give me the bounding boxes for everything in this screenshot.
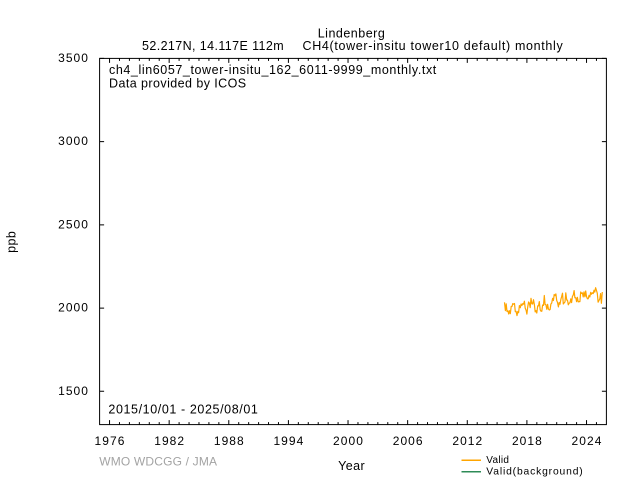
svg-text:ch4_lin6057_tower-insitu_162_6: ch4_lin6057_tower-insitu_162_6011-9999_m… — [109, 63, 437, 77]
svg-text:3500: 3500 — [58, 51, 89, 65]
svg-text:Year: Year — [338, 459, 365, 473]
svg-text:3000: 3000 — [58, 134, 89, 148]
svg-text:1982: 1982 — [154, 434, 185, 448]
svg-text:CH4(tower-insitu tower10 defau: CH4(tower-insitu tower10 default) monthl… — [303, 39, 564, 53]
svg-text:Valid(background): Valid(background) — [486, 467, 583, 478]
svg-text:ppb: ppb — [5, 231, 19, 253]
svg-text:2024: 2024 — [572, 434, 603, 448]
svg-text:WMO WDCGG / JMA: WMO WDCGG / JMA — [99, 455, 217, 469]
svg-text:1976: 1976 — [95, 434, 126, 448]
svg-text:Data provided by ICOS: Data provided by ICOS — [109, 77, 247, 91]
svg-text:2500: 2500 — [58, 218, 89, 232]
svg-text:2018: 2018 — [512, 434, 543, 448]
svg-text:1988: 1988 — [214, 434, 245, 448]
svg-text:1994: 1994 — [273, 434, 304, 448]
svg-text:2006: 2006 — [393, 434, 424, 448]
svg-text:2015/10/01 - 2025/08/01: 2015/10/01 - 2025/08/01 — [108, 402, 258, 416]
svg-text:Valid: Valid — [486, 455, 509, 466]
svg-text:1500: 1500 — [58, 384, 89, 398]
svg-text:Lindenberg: Lindenberg — [318, 27, 386, 41]
svg-text:2000: 2000 — [58, 301, 89, 315]
svg-text:52.217N, 14.117E 112m: 52.217N, 14.117E 112m — [142, 39, 284, 53]
svg-text:2012: 2012 — [452, 434, 483, 448]
svg-text:2000: 2000 — [333, 434, 364, 448]
